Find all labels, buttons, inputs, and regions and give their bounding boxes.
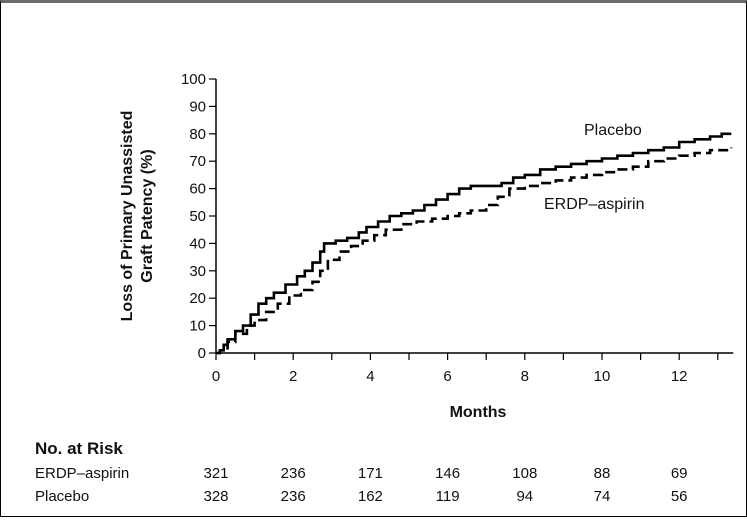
- risk-value: 74: [594, 488, 611, 505]
- y-axis-title: Loss of Primary Unassisted Graft Patency…: [119, 111, 156, 322]
- y-tick-label: 10: [189, 318, 206, 335]
- y-tick-label: 50: [189, 208, 206, 225]
- risk-value: 321: [203, 465, 228, 482]
- y-tick-label: 90: [189, 98, 206, 115]
- series-line-erdp-aspirin: [216, 147, 733, 355]
- plot-area: 0 10 20 30 40 50 60 70 80 90 100 0 2 4 6 8 10 12 Placebo ER…: [181, 71, 734, 385]
- risk-value: 94: [516, 488, 533, 505]
- risk-table-title: No. at Risk: [35, 439, 123, 458]
- y-tick-label: 80: [189, 126, 206, 143]
- risk-value: 56: [671, 488, 688, 505]
- y-axis-title-line-1: Loss of Primary Unassisted: [119, 111, 136, 322]
- risk-value: 171: [358, 465, 383, 482]
- y-tick-label: 40: [189, 235, 206, 252]
- y-tick-label: 20: [189, 290, 206, 307]
- risk-value: 236: [281, 465, 306, 482]
- y-tick-label: 0: [198, 345, 206, 362]
- risk-value: 88: [594, 465, 611, 482]
- x-tick-label: 12: [671, 368, 688, 385]
- x-tick-label: 10: [594, 368, 611, 385]
- y-axis-title-line-2: Graft Patency (%): [139, 149, 156, 282]
- series-label-placebo: Placebo: [584, 122, 642, 139]
- series-line-placebo: [216, 132, 732, 355]
- y-tick-label: 70: [189, 153, 206, 170]
- x-tick-label: 4: [366, 368, 374, 385]
- risk-value: 119: [436, 488, 460, 505]
- series-label-erdp-aspirin: ERDP–aspirin: [544, 196, 644, 213]
- kaplan-meier-chart: Loss of Primary Unassisted Graft Patency…: [35, 71, 734, 505]
- risk-table: No. at Risk ERDP–aspirin 321 236 171 146 108 88…: [35, 439, 688, 505]
- risk-value: 328: [203, 488, 228, 505]
- x-tick-label: 8: [521, 368, 529, 385]
- x-axis-title: Months: [450, 404, 507, 421]
- risk-row-label: ERDP–aspirin: [35, 465, 129, 482]
- y-tick-label: 60: [189, 181, 206, 198]
- risk-value: 162: [358, 488, 383, 505]
- y-tick-label: 30: [189, 263, 206, 280]
- x-tick-label: 6: [443, 368, 451, 385]
- risk-value: 108: [512, 465, 537, 482]
- x-tick-label: 2: [289, 368, 297, 385]
- risk-row-label: Placebo: [35, 488, 89, 505]
- y-tick-label: 100: [181, 71, 206, 88]
- risk-value: 69: [671, 465, 688, 482]
- risk-value: 236: [281, 488, 306, 505]
- x-tick-label: 0: [212, 368, 220, 385]
- risk-value: 146: [435, 465, 460, 482]
